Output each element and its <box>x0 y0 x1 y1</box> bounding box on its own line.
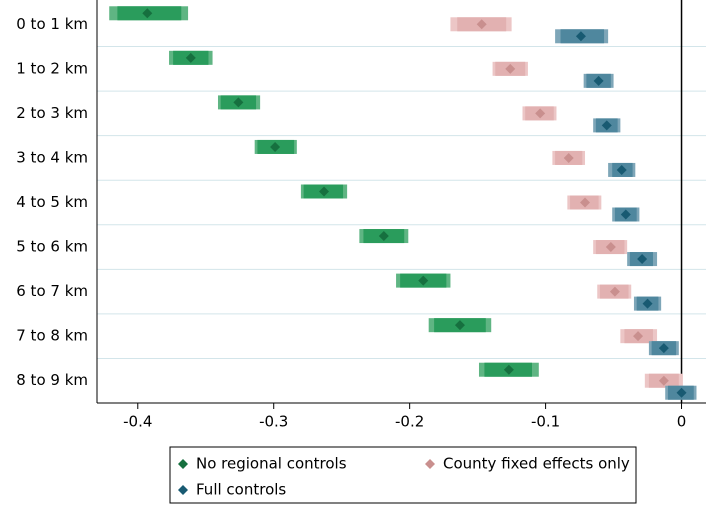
point-estimate <box>658 343 669 354</box>
point-estimate <box>418 275 429 286</box>
legend-marker <box>178 459 188 469</box>
point-estimate <box>642 298 653 309</box>
x-tick-label: -0.4 <box>123 413 152 431</box>
point-estimate <box>580 197 591 208</box>
point-estimate <box>563 152 574 163</box>
point-estimate <box>637 254 648 265</box>
point-estimate <box>185 52 196 63</box>
point-estimate <box>454 320 465 331</box>
legend-box <box>169 446 637 504</box>
point-estimate <box>609 286 620 297</box>
point-estimate <box>676 387 687 398</box>
point-estimate <box>233 97 244 108</box>
point-estimate <box>505 63 516 74</box>
legend-label: Full controls <box>196 481 286 499</box>
point-estimate <box>476 19 487 30</box>
y-tick-label: 4 to 5 km <box>16 193 88 211</box>
point-estimate <box>535 108 546 119</box>
point-estimate <box>593 75 604 86</box>
point-estimate <box>503 364 514 375</box>
y-tick-label: 3 to 4 km <box>16 148 88 166</box>
x-tick-label: -0.2 <box>395 413 424 431</box>
point-estimate <box>601 120 612 131</box>
legend-label: County fixed effects only <box>443 455 630 473</box>
y-tick-label: 6 to 7 km <box>16 282 88 300</box>
point-estimate <box>270 141 281 152</box>
point-estimate <box>575 31 586 42</box>
y-tick-label: 5 to 6 km <box>16 238 88 256</box>
y-tick-label: 8 to 9 km <box>16 371 88 389</box>
legend-label: No regional controls <box>196 455 347 473</box>
x-tick-label: 0 <box>677 413 687 431</box>
legend-marker <box>178 485 188 495</box>
y-tick-label: 2 to 3 km <box>16 104 88 122</box>
point-estimate <box>658 375 669 386</box>
legend-marker <box>425 459 435 469</box>
y-tick-label: 7 to 8 km <box>16 327 88 345</box>
point-estimate <box>319 186 330 197</box>
x-tick-label: -0.3 <box>259 413 288 431</box>
y-tick-label: 0 to 1 km <box>16 15 88 33</box>
x-tick-label: -0.1 <box>531 413 560 431</box>
point-estimate <box>605 242 616 253</box>
point-estimate <box>378 231 389 242</box>
point-estimate <box>633 331 644 342</box>
y-tick-label: 1 to 2 km <box>16 59 88 77</box>
point-estimate <box>616 164 627 175</box>
point-estimate <box>142 8 153 19</box>
point-estimate <box>620 209 631 220</box>
